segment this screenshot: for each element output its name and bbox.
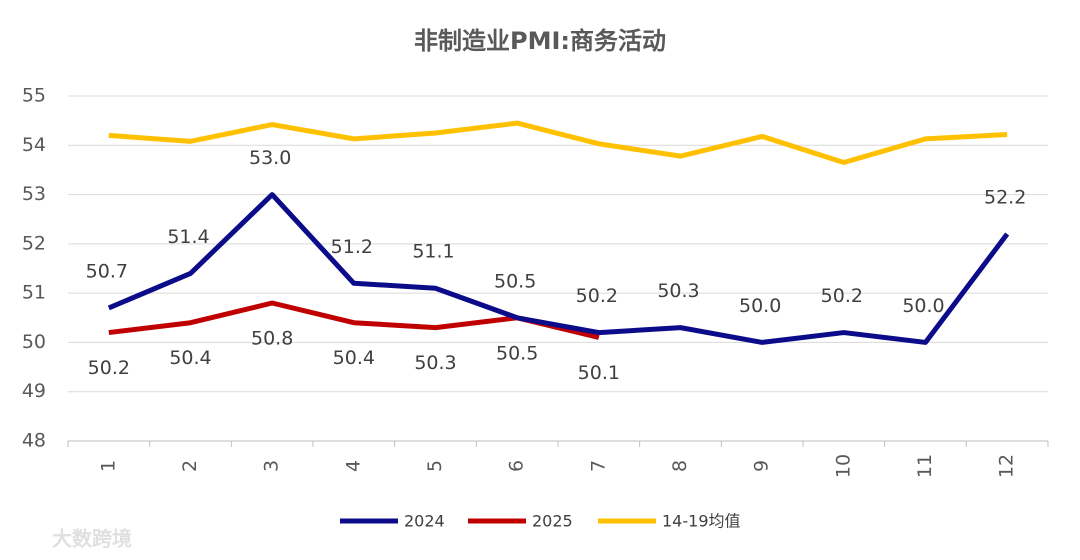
series-line: [108, 120, 1008, 166]
data-label: 50.5: [496, 342, 538, 364]
data-label: 50.3: [657, 280, 699, 302]
x-tick-label: 4: [342, 460, 364, 472]
chart-title: 非制造业PMI:商务活动: [414, 27, 666, 55]
y-tick-label: 51: [22, 282, 46, 304]
data-label: 51.2: [331, 236, 373, 258]
x-tick-label: 9: [751, 460, 773, 472]
x-tick-label: 12: [996, 454, 1018, 478]
y-tick-label: 55: [22, 85, 46, 107]
data-label: 50.2: [821, 285, 863, 307]
x-tick-label: 6: [506, 460, 528, 472]
x-tick-label: 8: [669, 460, 691, 472]
y-tick-label: 50: [22, 331, 46, 353]
data-label: 50.0: [902, 295, 944, 317]
legend-label: 2024: [404, 512, 445, 531]
data-label: 53.0: [249, 147, 291, 169]
x-tick-label: 10: [832, 454, 854, 478]
data-label: 52.2: [984, 187, 1026, 209]
x-tick-label: 11: [914, 454, 936, 478]
data-label: 50.8: [251, 328, 293, 350]
data-label: 50.7: [86, 260, 128, 282]
y-tick-label: 48: [22, 430, 46, 452]
data-label: 50.5: [494, 270, 536, 292]
data-label: 50.0: [739, 295, 781, 317]
data-label: 51.1: [412, 241, 454, 263]
series-line: [107, 192, 1010, 345]
x-tick-label: 3: [261, 460, 283, 472]
x-tick-label: 1: [97, 460, 119, 472]
y-tick-label: 53: [22, 183, 46, 205]
watermark: 大数跨境: [52, 527, 132, 551]
x-tick-label: 2: [179, 460, 201, 472]
y-tick-label: 54: [22, 134, 46, 156]
legend-label: 14-19均值: [662, 512, 741, 531]
x-tick-label: 7: [587, 460, 609, 472]
data-label: 50.2: [576, 285, 618, 307]
data-label: 50.4: [169, 347, 211, 369]
data-label: 50.3: [414, 352, 456, 374]
data-label: 50.1: [578, 362, 620, 384]
data-label: 50.4: [333, 347, 375, 369]
y-tick-label: 52: [22, 232, 46, 254]
x-tick-label: 5: [424, 460, 446, 472]
legend-label: 2025: [532, 512, 573, 531]
data-label: 51.4: [167, 226, 209, 248]
y-tick-label: 49: [22, 380, 46, 402]
data-label: 50.2: [88, 357, 130, 379]
